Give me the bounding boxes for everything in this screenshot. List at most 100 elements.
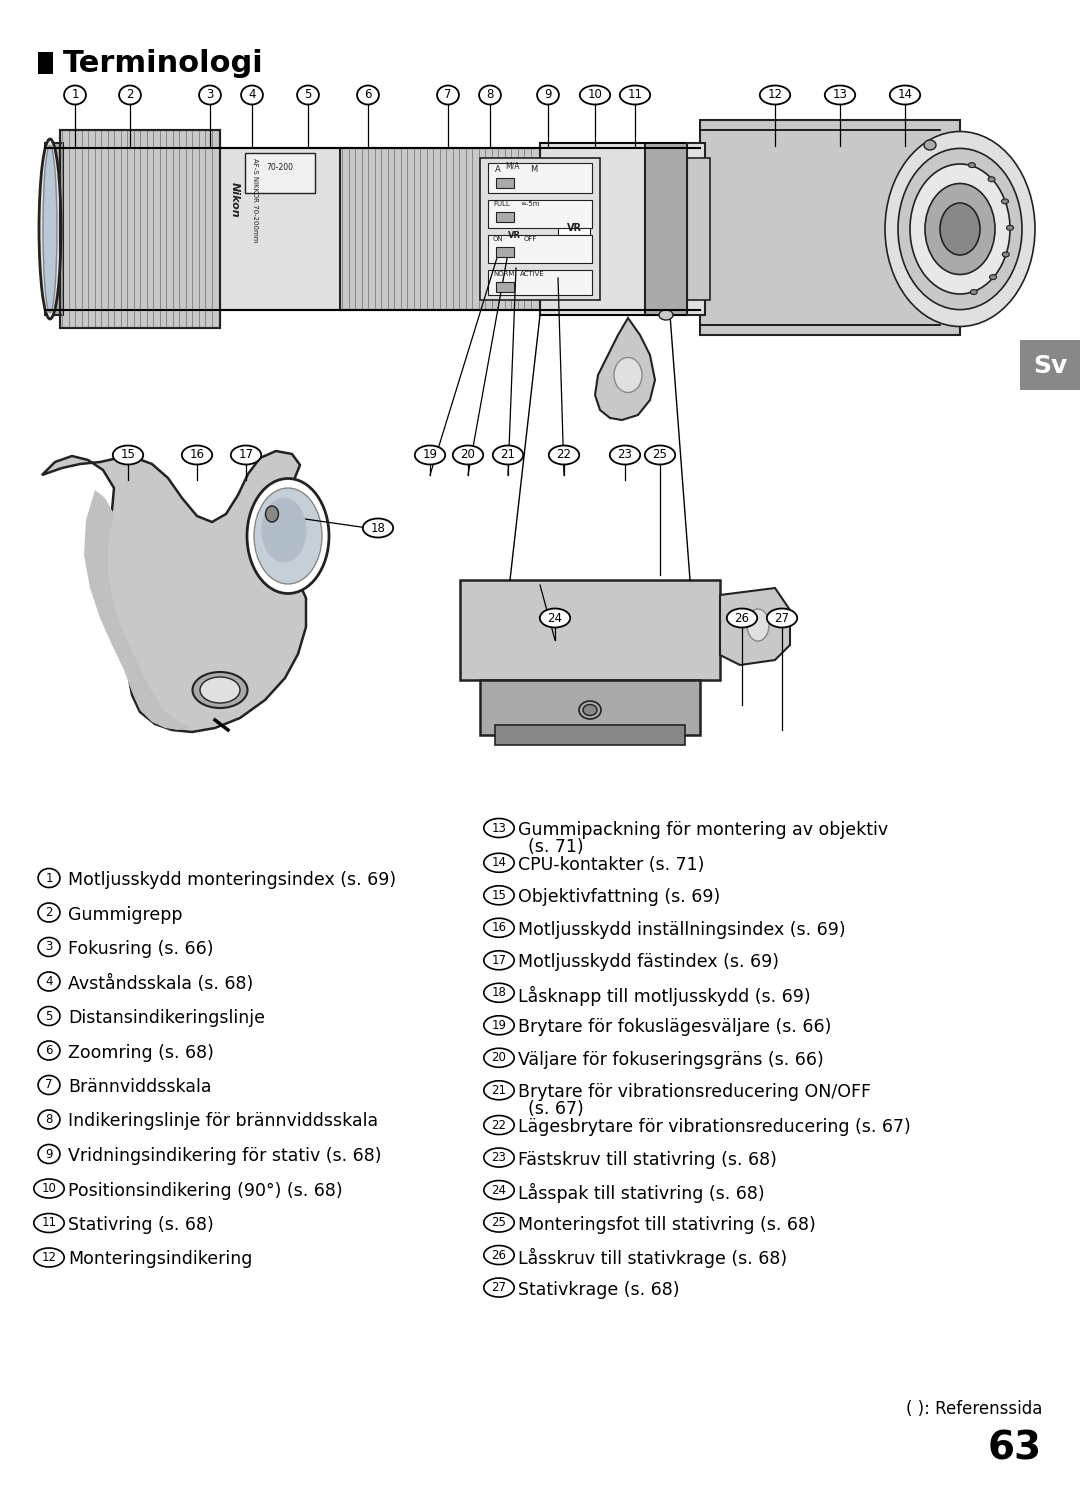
Text: 17: 17: [239, 448, 254, 462]
Text: 19: 19: [491, 1019, 507, 1032]
Text: Brytare för vibrationsreducering ON/OFF: Brytare för vibrationsreducering ON/OFF: [518, 1083, 870, 1102]
Text: 11: 11: [41, 1216, 56, 1230]
Ellipse shape: [112, 446, 144, 465]
Ellipse shape: [231, 446, 261, 465]
Ellipse shape: [492, 446, 523, 465]
Ellipse shape: [579, 701, 600, 719]
Ellipse shape: [890, 86, 920, 104]
Text: 14: 14: [491, 857, 507, 869]
Bar: [488, 270, 592, 296]
Text: M: M: [530, 165, 537, 175]
Ellipse shape: [885, 132, 1035, 327]
Text: Distansindikeringslinje: Distansindikeringslinje: [68, 1008, 265, 1028]
Text: 24: 24: [491, 1184, 507, 1197]
Text: 1: 1: [45, 872, 53, 885]
Ellipse shape: [989, 275, 997, 279]
Text: 6: 6: [45, 1044, 53, 1057]
Bar: [496, 282, 514, 293]
Bar: [245, 153, 315, 193]
Ellipse shape: [453, 446, 483, 465]
Text: Motljusskydd fästindex (s. 69): Motljusskydd fästindex (s. 69): [518, 953, 779, 971]
Text: NORM: NORM: [492, 270, 514, 278]
Text: Positionsindikering (90°) (s. 68): Positionsindikering (90°) (s. 68): [68, 1182, 342, 1200]
Bar: [38, 52, 53, 74]
Text: 16: 16: [189, 448, 204, 462]
Ellipse shape: [38, 973, 59, 990]
Text: 26: 26: [491, 1249, 507, 1262]
Text: 23: 23: [618, 448, 633, 462]
Ellipse shape: [645, 446, 675, 465]
Ellipse shape: [825, 86, 855, 104]
Text: 3: 3: [206, 89, 214, 101]
Bar: [495, 725, 685, 745]
Ellipse shape: [38, 1007, 59, 1026]
Ellipse shape: [38, 869, 59, 888]
Text: 2: 2: [45, 906, 53, 919]
Ellipse shape: [38, 937, 59, 956]
Bar: [60, 131, 220, 328]
Text: 27: 27: [491, 1282, 507, 1293]
Ellipse shape: [266, 506, 279, 523]
Polygon shape: [42, 451, 306, 732]
Ellipse shape: [620, 86, 650, 104]
Ellipse shape: [1002, 252, 1010, 257]
Ellipse shape: [747, 609, 769, 642]
Text: 2: 2: [126, 89, 134, 101]
Text: 70-200: 70-200: [267, 163, 294, 172]
Ellipse shape: [181, 446, 212, 465]
Bar: [45, 143, 63, 315]
Text: Zoomring (s. 68): Zoomring (s. 68): [68, 1044, 214, 1062]
Text: 27: 27: [774, 612, 789, 625]
Text: 21: 21: [500, 448, 515, 462]
Ellipse shape: [357, 86, 379, 104]
Text: Monteringsfot till stativring (s. 68): Monteringsfot till stativring (s. 68): [518, 1216, 815, 1234]
Text: 20: 20: [491, 1051, 507, 1065]
Text: Monteringsindikering: Monteringsindikering: [68, 1250, 253, 1268]
Ellipse shape: [484, 854, 514, 872]
Ellipse shape: [969, 162, 975, 168]
Ellipse shape: [38, 1109, 59, 1129]
Text: ACTIVE: ACTIVE: [519, 270, 544, 278]
Ellipse shape: [484, 983, 514, 1002]
Ellipse shape: [580, 86, 610, 104]
Ellipse shape: [200, 677, 240, 702]
Text: Låsspak till stativring (s. 68): Låsspak till stativring (s. 68): [518, 1184, 765, 1203]
Text: 16: 16: [491, 921, 507, 934]
Ellipse shape: [33, 1213, 64, 1233]
Ellipse shape: [484, 1279, 514, 1296]
Ellipse shape: [484, 918, 514, 937]
Ellipse shape: [484, 1115, 514, 1135]
Ellipse shape: [437, 86, 459, 104]
Text: (s. 71): (s. 71): [528, 838, 583, 855]
Text: 10: 10: [41, 1182, 56, 1195]
Text: 8: 8: [486, 89, 494, 101]
Bar: [480, 157, 600, 300]
Ellipse shape: [484, 818, 514, 838]
Ellipse shape: [241, 86, 262, 104]
Ellipse shape: [38, 903, 59, 922]
Text: Brännviddsskala: Brännviddsskala: [68, 1078, 212, 1096]
Text: Låsknapp till motljusskydd (s. 69): Låsknapp till motljusskydd (s. 69): [518, 986, 811, 1005]
Ellipse shape: [537, 86, 559, 104]
Ellipse shape: [924, 184, 995, 275]
Ellipse shape: [39, 140, 60, 319]
Ellipse shape: [33, 1179, 64, 1198]
Text: 23: 23: [491, 1151, 507, 1164]
Bar: [558, 218, 590, 235]
Bar: [488, 163, 592, 193]
Text: Indikeringslinje för brännviddsskala: Indikeringslinje för brännviddsskala: [68, 1112, 378, 1130]
Text: 63: 63: [988, 1430, 1042, 1469]
Bar: [340, 148, 540, 310]
Ellipse shape: [38, 1075, 59, 1094]
Text: 20: 20: [460, 448, 475, 462]
Bar: [496, 212, 514, 221]
Bar: [540, 143, 705, 315]
Ellipse shape: [415, 446, 445, 465]
Text: 11: 11: [627, 89, 643, 101]
Text: Stativring (s. 68): Stativring (s. 68): [68, 1216, 214, 1234]
Text: Objektivfattning (s. 69): Objektivfattning (s. 69): [518, 888, 720, 906]
Text: 12: 12: [41, 1250, 56, 1264]
Ellipse shape: [727, 609, 757, 628]
Text: OFF: OFF: [524, 236, 538, 242]
Ellipse shape: [38, 1145, 59, 1164]
